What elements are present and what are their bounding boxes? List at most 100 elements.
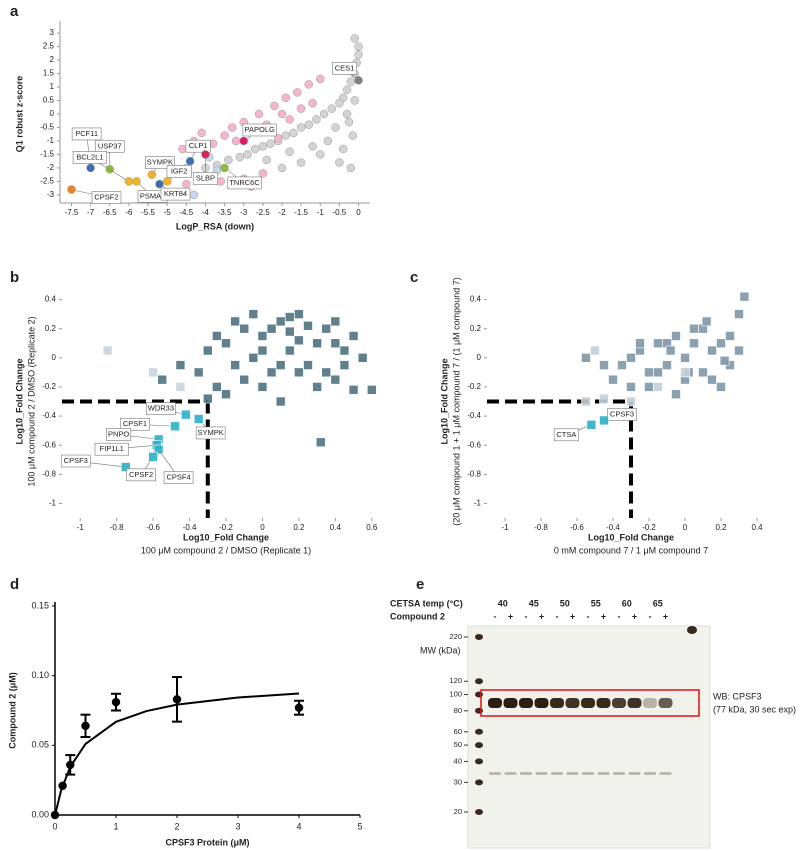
point (626, 396, 636, 407)
point (294, 309, 304, 319)
point (716, 338, 726, 349)
point (665, 345, 676, 356)
mw-label: 120 (449, 676, 462, 685)
ladder-band (475, 742, 483, 749)
point (342, 85, 352, 94)
x-tick-label: 4 (296, 821, 301, 831)
x-tick-label: -2.5 (256, 208, 270, 217)
point (175, 360, 186, 370)
label-box (106, 428, 132, 441)
point (653, 382, 663, 392)
point (281, 131, 291, 140)
point (231, 136, 241, 146)
x-tick-label: -0.5 (332, 208, 346, 217)
mw-label: 220 (449, 632, 462, 641)
compound-label: + (570, 611, 575, 621)
label-box (94, 442, 129, 456)
compound-label: + (601, 611, 606, 621)
point (189, 190, 199, 200)
point (294, 367, 304, 378)
y-tick-label: 0.4 (470, 295, 482, 304)
point-label: PSMA3 (140, 191, 165, 200)
point (330, 374, 341, 385)
point (698, 367, 708, 378)
label-box (195, 426, 226, 440)
point (273, 134, 283, 143)
faint-band (566, 772, 579, 775)
point (671, 331, 681, 341)
label-box (120, 417, 150, 431)
y-tick-label: 3 (50, 28, 55, 37)
point (312, 115, 321, 124)
x-tick-label: -7 (87, 208, 95, 217)
label-box (163, 471, 194, 484)
point (235, 152, 245, 162)
panel-label: a (10, 3, 19, 20)
point-label: PNPO (108, 429, 129, 438)
point (296, 104, 306, 113)
point (221, 389, 231, 400)
point (257, 331, 268, 341)
y-tick-label: 0.2 (470, 324, 482, 333)
point (323, 136, 333, 146)
x-tick-label: -0.4 (606, 523, 620, 532)
label-box (227, 176, 262, 190)
series (102, 345, 186, 392)
ladder-band (475, 808, 483, 815)
y-tick-label: 0.5 (43, 96, 55, 105)
point (707, 345, 717, 356)
x-axis-title: LogP_RSA (down) (176, 221, 254, 231)
faint-band (489, 772, 501, 775)
point-label: TNRC6C (229, 178, 260, 187)
y-tick-label: -0.6 (42, 440, 56, 449)
point (147, 170, 157, 179)
point (348, 131, 358, 140)
point (335, 158, 344, 167)
point (734, 345, 744, 356)
point (327, 104, 336, 113)
y-axis-title: 100 μM compound 2 / DMSO (Replicate 2) (26, 316, 36, 486)
point (221, 338, 231, 349)
point (157, 374, 168, 385)
point (339, 360, 350, 370)
mw-label: 60 (454, 727, 462, 736)
x-tick-label: -1 (77, 523, 85, 532)
point (354, 50, 363, 59)
point-label: CPSF4 (166, 473, 190, 482)
point (284, 312, 295, 322)
label-box (553, 428, 579, 442)
point (357, 353, 368, 363)
point-label: CTSA (556, 430, 576, 439)
point (304, 80, 314, 89)
point (227, 123, 237, 132)
temp-label: 50 (560, 598, 570, 608)
point (86, 163, 95, 173)
point (635, 338, 645, 349)
point (212, 331, 222, 341)
x-tick-label: -1 (501, 523, 509, 532)
point (294, 703, 304, 712)
extra-band (687, 626, 697, 634)
label-box (126, 468, 156, 482)
ladder-band (475, 634, 483, 640)
panel-label: d (10, 576, 19, 593)
point-label: BCL2L1 (76, 152, 103, 161)
y-axis-title: Q1 robust z-score (14, 76, 24, 153)
ladder-band (475, 758, 483, 765)
point (175, 382, 186, 392)
label-box (91, 191, 122, 204)
x-tick-label: -5.5 (141, 208, 155, 217)
series (201, 34, 363, 173)
y-tick-label: 1.5 (43, 69, 55, 78)
x-tick-label: 0.2 (715, 523, 727, 532)
point (662, 360, 672, 370)
blot-band (519, 698, 533, 708)
point (182, 179, 191, 189)
compound-label: + (632, 611, 637, 621)
y-tick-label: 0 (477, 353, 482, 362)
point (296, 123, 306, 132)
blot-band (550, 698, 564, 708)
point (239, 323, 250, 334)
label-box (146, 402, 176, 415)
panel-label: e (416, 576, 424, 593)
